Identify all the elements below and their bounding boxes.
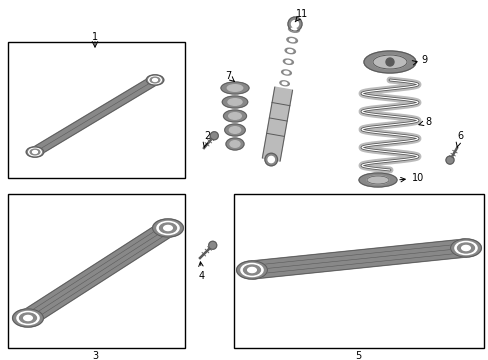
Ellipse shape — [152, 219, 183, 237]
Ellipse shape — [287, 50, 292, 52]
Circle shape — [264, 153, 277, 166]
Ellipse shape — [13, 309, 43, 327]
Ellipse shape — [288, 27, 299, 32]
Circle shape — [385, 58, 393, 66]
Ellipse shape — [227, 99, 242, 105]
Ellipse shape — [221, 82, 248, 94]
Bar — [8, 194, 184, 348]
Ellipse shape — [236, 261, 267, 279]
Text: 6: 6 — [455, 131, 462, 147]
Text: 3: 3 — [92, 351, 98, 360]
Ellipse shape — [285, 60, 290, 63]
Ellipse shape — [225, 138, 244, 150]
Ellipse shape — [241, 264, 263, 276]
Ellipse shape — [228, 113, 241, 119]
Text: 4: 4 — [198, 262, 204, 281]
Ellipse shape — [148, 76, 161, 84]
Ellipse shape — [243, 265, 260, 275]
Text: 1: 1 — [92, 32, 98, 42]
Ellipse shape — [247, 267, 256, 273]
Ellipse shape — [229, 127, 240, 133]
Ellipse shape — [279, 81, 289, 86]
Ellipse shape — [285, 48, 295, 54]
Circle shape — [267, 156, 274, 163]
Text: 10: 10 — [399, 173, 423, 183]
Text: 9: 9 — [411, 55, 426, 65]
Bar — [8, 42, 184, 178]
Polygon shape — [32, 76, 157, 156]
Ellipse shape — [461, 246, 469, 251]
Ellipse shape — [449, 239, 480, 257]
Ellipse shape — [283, 59, 293, 64]
Ellipse shape — [372, 55, 406, 69]
Text: 8: 8 — [418, 117, 430, 127]
Ellipse shape — [224, 124, 245, 136]
Circle shape — [287, 17, 302, 31]
Circle shape — [291, 21, 298, 27]
Ellipse shape — [282, 82, 286, 85]
Ellipse shape — [157, 221, 179, 235]
Ellipse shape — [289, 39, 294, 41]
Ellipse shape — [222, 96, 247, 108]
Ellipse shape — [146, 75, 163, 85]
Ellipse shape — [20, 313, 37, 323]
Ellipse shape — [281, 70, 291, 75]
Ellipse shape — [33, 150, 38, 153]
Polygon shape — [23, 220, 173, 325]
Ellipse shape — [227, 85, 242, 91]
Text: 5: 5 — [354, 351, 360, 360]
Polygon shape — [262, 87, 292, 161]
Text: 7: 7 — [224, 71, 234, 81]
Ellipse shape — [223, 110, 246, 122]
Text: 11: 11 — [295, 9, 307, 22]
Ellipse shape — [454, 242, 476, 255]
Ellipse shape — [17, 311, 39, 325]
Ellipse shape — [363, 51, 415, 73]
Ellipse shape — [358, 173, 396, 187]
Ellipse shape — [291, 28, 296, 31]
Ellipse shape — [26, 147, 44, 157]
Ellipse shape — [229, 141, 240, 147]
Ellipse shape — [23, 315, 32, 320]
Ellipse shape — [284, 71, 288, 74]
Circle shape — [445, 156, 453, 164]
Ellipse shape — [152, 78, 157, 81]
Ellipse shape — [286, 37, 297, 43]
Circle shape — [208, 241, 216, 249]
Bar — [234, 194, 483, 348]
Ellipse shape — [163, 225, 172, 230]
Ellipse shape — [366, 176, 388, 184]
Ellipse shape — [159, 223, 176, 233]
Text: 2: 2 — [203, 131, 210, 147]
Ellipse shape — [30, 149, 40, 155]
Ellipse shape — [150, 77, 160, 83]
Ellipse shape — [29, 148, 41, 156]
Circle shape — [210, 132, 218, 140]
Ellipse shape — [457, 243, 473, 253]
Polygon shape — [250, 239, 466, 279]
